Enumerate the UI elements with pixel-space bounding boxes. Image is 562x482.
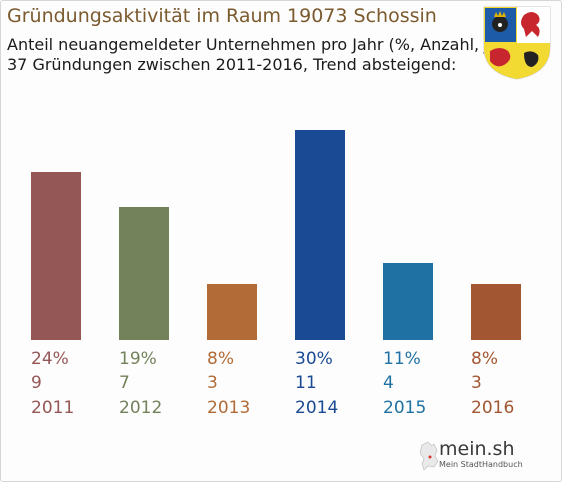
- count-label-2016: 3: [471, 373, 482, 393]
- count-label-2015: 4: [383, 373, 394, 393]
- bar-2011: [31, 172, 81, 340]
- bar-2013: [207, 284, 257, 340]
- year-label-2013: 2013: [207, 398, 250, 418]
- brand-logo-text: mein.sh: [439, 438, 515, 460]
- bar-2016: [471, 284, 521, 340]
- germany-map-icon: [419, 441, 439, 471]
- chart-title: Gründungsaktivität im Raum 19073 Schossi…: [7, 5, 437, 27]
- year-label-2016: 2016: [471, 398, 514, 418]
- percent-label-2012: 19%: [119, 349, 157, 369]
- percent-label-2015: 11%: [383, 349, 421, 369]
- bar-2012: [119, 207, 169, 340]
- percent-label-2014: 30%: [295, 349, 333, 369]
- chart-subtitle-line2: 37 Gründungen zwischen 2011-2016, Trend …: [7, 55, 457, 74]
- bar-2015: [383, 263, 433, 340]
- chart-subtitle-line1: Anteil neuangemeldeter Unternehmen pro J…: [7, 35, 522, 54]
- bar-2014: [295, 130, 345, 340]
- year-label-2012: 2012: [119, 398, 162, 418]
- count-label-2011: 9: [31, 373, 42, 393]
- brand-logo-tagline: Mein StadtHandbuch: [439, 460, 523, 469]
- year-label-2014: 2014: [295, 398, 338, 418]
- percent-label-2011: 24%: [31, 349, 69, 369]
- coat-of-arms-icon: [483, 6, 551, 80]
- year-label-2011: 2011: [31, 398, 74, 418]
- count-label-2013: 3: [207, 373, 218, 393]
- count-label-2012: 7: [119, 373, 130, 393]
- percent-label-2013: 8%: [207, 349, 234, 369]
- percent-label-2016: 8%: [471, 349, 498, 369]
- year-label-2015: 2015: [383, 398, 426, 418]
- count-label-2014: 11: [295, 373, 317, 393]
